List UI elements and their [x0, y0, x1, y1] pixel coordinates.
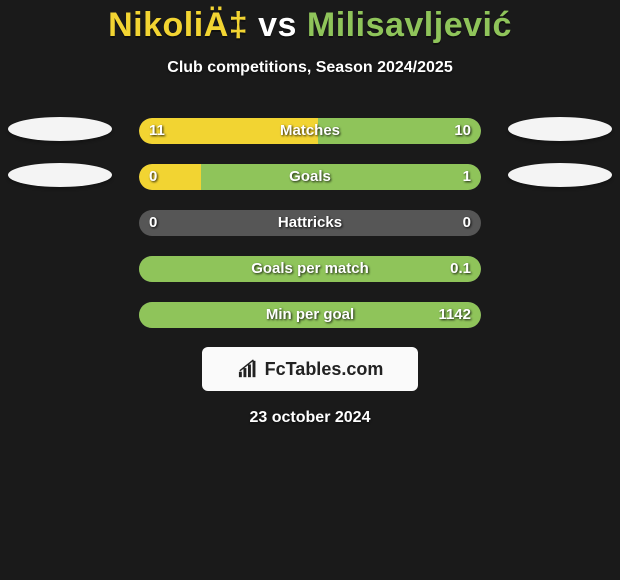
- stat-label: Hattricks: [139, 210, 481, 236]
- title-player1: NikoliÄ‡: [108, 6, 248, 44]
- stat-row: 1142Min per goal: [0, 301, 620, 331]
- stat-bar-track: 01Goals: [139, 164, 481, 190]
- stat-row: 1110Matches: [0, 117, 620, 147]
- stat-bar-track: 1110Matches: [139, 118, 481, 144]
- player2-avatar: [508, 163, 612, 187]
- stat-row: 00Hattricks: [0, 209, 620, 239]
- fctables-logo[interactable]: FcTables.com: [202, 347, 418, 391]
- title-vs: vs: [258, 6, 297, 44]
- footer-date: 23 october 2024: [0, 409, 620, 427]
- stat-label: Goals: [139, 164, 481, 190]
- stat-label: Min per goal: [139, 302, 481, 328]
- page-title: NikoliÄ‡ vs Milisavljević: [0, 0, 620, 45]
- player1-avatar: [8, 117, 112, 141]
- stat-bar-track: 00Hattricks: [139, 210, 481, 236]
- player1-avatar: [8, 163, 112, 187]
- stat-row: 01Goals: [0, 163, 620, 193]
- stat-bar-track: 0.1Goals per match: [139, 256, 481, 282]
- logo-text: FcTables.com: [265, 359, 384, 380]
- subtitle: Club competitions, Season 2024/2025: [0, 59, 620, 77]
- stat-row: 0.1Goals per match: [0, 255, 620, 285]
- stat-label: Goals per match: [139, 256, 481, 282]
- comparison-card: NikoliÄ‡ vs Milisavljević Club competiti…: [0, 0, 620, 580]
- player2-avatar: [508, 117, 612, 141]
- stat-bar-track: 1142Min per goal: [139, 302, 481, 328]
- title-player2: Milisavljević: [307, 6, 512, 44]
- stat-label: Matches: [139, 118, 481, 144]
- bar-chart-icon: [237, 359, 259, 379]
- stats-chart: 1110Matches 01Goals 00Hattricks 0.1Goals pe…: [0, 117, 620, 331]
